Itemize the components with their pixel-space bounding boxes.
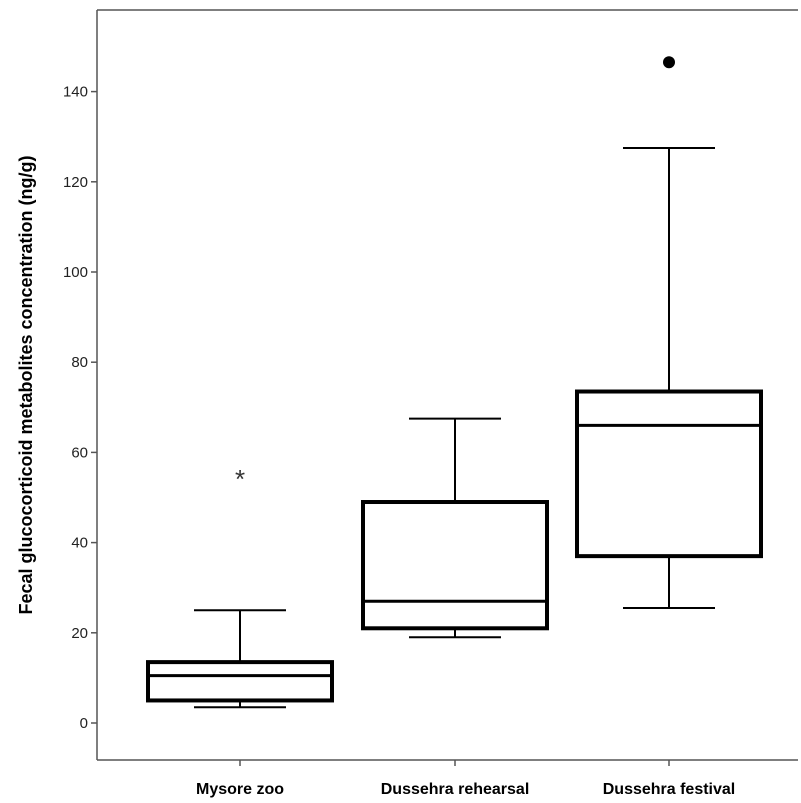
axes (91, 9, 798, 766)
y-tick-label: 20 (71, 625, 88, 642)
y-tick-label: 0 (80, 715, 88, 732)
y-tick-label: 60 (71, 444, 88, 461)
y-axis-title: Fecal glucocorticoid metabolites concent… (16, 155, 36, 614)
x-category-label: Dussehra rehearsal (381, 781, 530, 798)
x-category-label: Dussehra festival (603, 781, 736, 798)
y-tick-label: 140 (63, 84, 88, 101)
y-tick-label: 100 (63, 264, 88, 281)
labels: Fecal glucocorticoid metabolites concent… (16, 84, 735, 798)
iqr-box (361, 500, 549, 631)
y-tick-label: 40 (71, 535, 88, 552)
extreme-outlier-point: * (235, 464, 245, 494)
outlier-point (663, 56, 675, 69)
iqr-box (575, 389, 763, 559)
plot-marks: * (146, 56, 763, 709)
y-tick-label: 120 (63, 174, 88, 191)
y-tick-label: 80 (71, 354, 88, 371)
iqr-box (146, 660, 334, 703)
x-category-label: Mysore zoo (196, 781, 284, 798)
